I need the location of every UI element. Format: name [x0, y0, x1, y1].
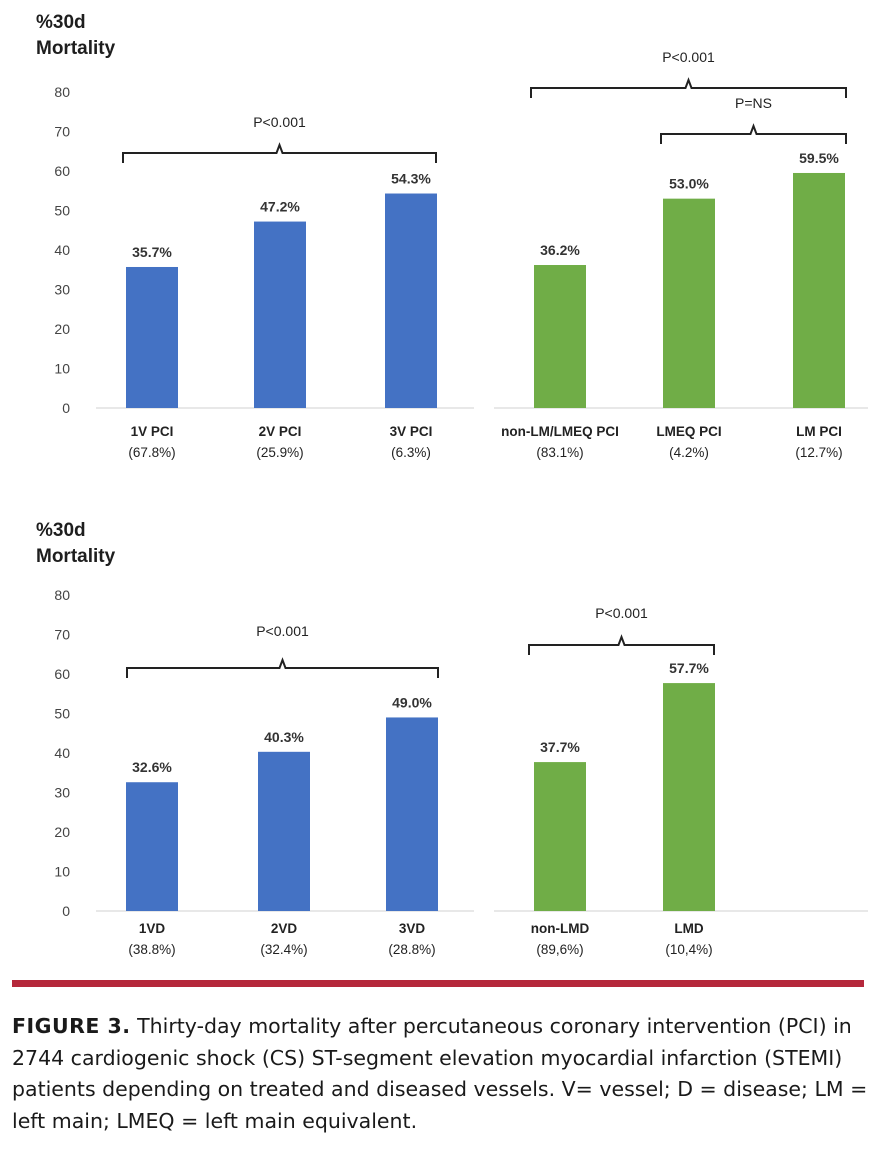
x-tick-label: LM PCI [796, 424, 842, 439]
x-tick-sublabel: (25.9%) [256, 445, 303, 460]
significance-label: P<0.001 [253, 114, 306, 130]
data-label: 40.3% [264, 729, 304, 745]
data-label: 32.6% [132, 759, 172, 775]
x-tick-sublabel: (28.8%) [388, 942, 435, 957]
bar [258, 751, 310, 911]
y-tick-label: 30 [54, 282, 70, 298]
data-label: 36.2% [540, 242, 580, 258]
significance-label: P<0.001 [595, 605, 648, 621]
significance-bracket [126, 657, 439, 678]
y-tick-label: 60 [54, 163, 70, 179]
y-tick-label: 30 [54, 785, 70, 801]
y-tick-label: 80 [54, 84, 70, 100]
data-label: 57.7% [669, 660, 709, 676]
x-tick-label: 1VD [139, 921, 166, 936]
x-tick-sublabel: (83.1%) [536, 445, 583, 460]
mortality-figure: 80 70 60 50 40 30 20 10 0 80 70 60 50 40 30 20 10 0 35.7% 1… [54, 49, 868, 957]
x-tick-label: LMD [674, 921, 703, 936]
y-tick-label: 60 [54, 666, 70, 682]
x-tick-label: 2VD [271, 921, 298, 936]
bar [534, 265, 586, 408]
significance-bracket [530, 77, 847, 98]
significance-bracket [122, 142, 437, 163]
bar [126, 266, 178, 408]
y-tick-label: 10 [54, 361, 70, 377]
y-tick-label: 70 [54, 627, 70, 643]
data-label: 37.7% [540, 739, 580, 755]
caption-label: FIGURE 3. [12, 1014, 131, 1038]
y-tick-label: 50 [54, 706, 70, 722]
y-axis-title-bottom: %30d Mortality [36, 518, 115, 570]
figure-caption: FIGURE 3. Thirty-day mortality after per… [12, 1011, 868, 1137]
y-axis-title-line2: Mortality [36, 38, 116, 59]
y-tick-label: 0 [62, 400, 70, 416]
data-label: 54.3% [391, 171, 431, 187]
bar [386, 717, 438, 911]
x-tick-sublabel: (12.7%) [795, 445, 842, 460]
bar [385, 193, 437, 408]
bar [793, 172, 845, 408]
x-tick-sublabel: (67.8%) [128, 445, 175, 460]
x-tick-label: 3VD [399, 921, 426, 936]
bar [663, 683, 715, 911]
x-tick-sublabel: (4.2%) [669, 445, 709, 460]
x-tick-label: non-LM/LMEQ PCI [501, 424, 619, 439]
y-axis-title-line1: %30d [36, 520, 86, 541]
x-tick-label: LMEQ PCI [656, 424, 721, 439]
x-tick-sublabel: (38.8%) [128, 942, 175, 957]
significance-label: P<0.001 [662, 49, 715, 65]
caption-divider [12, 980, 864, 987]
x-tick-sublabel: (32.4%) [260, 942, 307, 957]
x-tick-sublabel: (10,4%) [665, 942, 712, 957]
y-tick-label: 0 [62, 903, 70, 919]
data-label: 35.7% [132, 244, 172, 260]
y-tick-label: 20 [54, 321, 70, 337]
y-axis-title-line1: %30d [36, 12, 86, 33]
y-tick-label: 70 [54, 124, 70, 140]
significance-label: P<0.001 [256, 623, 309, 639]
bar [254, 221, 306, 408]
y-tick-label: 40 [54, 745, 70, 761]
significance-bracket [528, 634, 715, 655]
data-label: 47.2% [260, 199, 300, 215]
x-tick-sublabel: (6.3%) [391, 445, 431, 460]
data-label: 49.0% [392, 694, 432, 710]
significance-label: P=NS [735, 95, 772, 111]
x-tick-label: 3V PCI [390, 424, 433, 439]
y-tick-label: 40 [54, 242, 70, 258]
bar [663, 198, 715, 408]
x-tick-sublabel: (89,6%) [536, 942, 583, 957]
significance-bracket [660, 123, 847, 144]
data-label: 53.0% [669, 176, 709, 192]
bar [534, 762, 586, 911]
x-tick-label: 2V PCI [259, 424, 302, 439]
x-tick-label: 1V PCI [131, 424, 174, 439]
x-tick-label: non-LMD [531, 921, 590, 936]
y-axis-title-top: %30d Mortality [36, 10, 115, 62]
y-tick-label: 10 [54, 864, 70, 880]
y-tick-label: 20 [54, 824, 70, 840]
bar [126, 782, 178, 911]
y-tick-label: 50 [54, 203, 70, 219]
caption-text: Thirty-day mortality after percutaneous … [12, 1014, 868, 1133]
data-label: 59.5% [799, 150, 839, 166]
y-tick-label: 80 [54, 587, 70, 603]
y-axis-title-line2: Mortality [36, 546, 116, 567]
